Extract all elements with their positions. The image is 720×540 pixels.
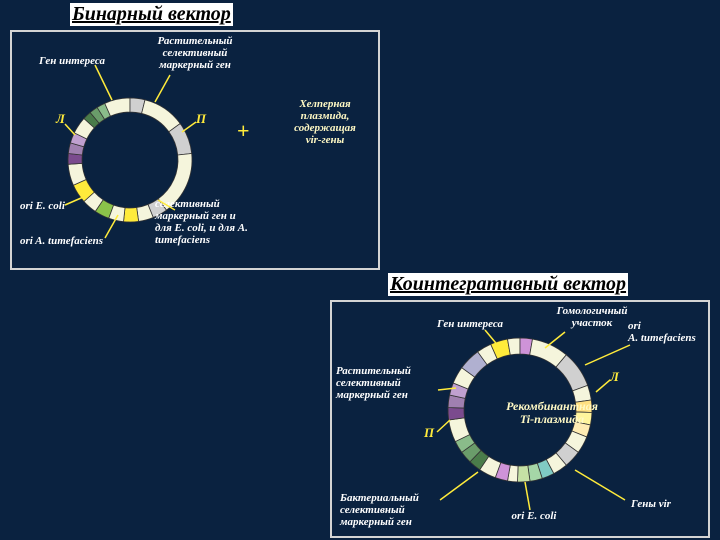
coint-title: Коинтегративный вектор [388, 273, 628, 296]
binary-title: Бинарный вектор [70, 3, 233, 26]
coint-pointers [0, 0, 720, 540]
